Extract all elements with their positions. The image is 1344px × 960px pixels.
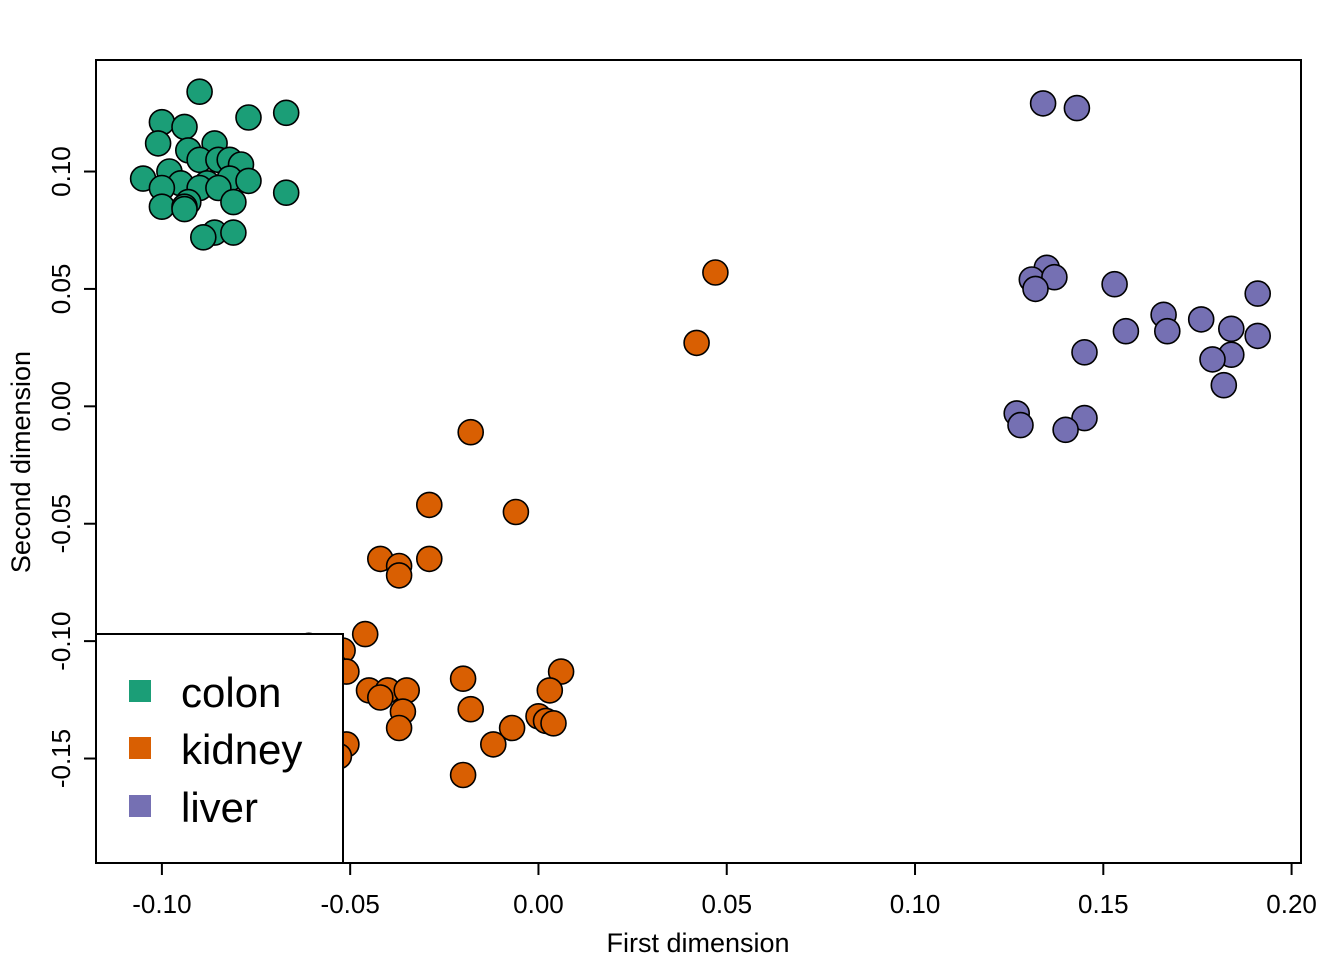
legend-label-kidney: kidney <box>181 726 302 773</box>
point-colon <box>148 193 176 220</box>
y-axis: -0.15 -0.10 -0.05 0.00 0.05 0.10 <box>46 146 96 788</box>
plot-frame <box>95 59 1302 864</box>
point-kidney <box>540 709 567 737</box>
y-tick-label: 0.00 <box>46 381 76 432</box>
point-colon <box>144 130 172 157</box>
y-tick-label: -0.15 <box>46 729 76 788</box>
point-liver <box>1041 263 1068 291</box>
x-tick-label: -0.05 <box>321 889 380 919</box>
point-liver <box>1154 317 1181 345</box>
y-tick-label: 0.10 <box>46 146 76 197</box>
point-liver <box>1112 317 1140 345</box>
point-liver <box>1052 416 1079 444</box>
x-axis-title: First dimension <box>606 928 789 958</box>
point-liver <box>1071 404 1098 432</box>
point-colon <box>235 167 262 195</box>
point-liver <box>1101 270 1128 298</box>
point-liver <box>1244 280 1271 307</box>
point-kidney <box>683 329 710 357</box>
legend-swatch-liver <box>129 795 151 817</box>
point-kidney <box>498 714 526 742</box>
point-colon <box>235 104 262 131</box>
point-colon <box>220 188 247 216</box>
x-tick-label: 0.15 <box>1078 889 1129 919</box>
y-tick-label: -0.10 <box>46 611 76 670</box>
x-tick-label: 0.10 <box>890 889 941 919</box>
point-kidney <box>502 498 530 526</box>
point-kidney <box>457 418 485 446</box>
point-kidney <box>415 545 443 573</box>
legend-swatch-colon <box>129 680 151 702</box>
point-kidney <box>415 491 443 519</box>
y-tick-label: 0.05 <box>46 264 76 315</box>
point-kidney <box>351 620 379 648</box>
point-kidney <box>385 714 413 742</box>
point-colon <box>171 195 198 223</box>
point-kidney <box>366 684 394 711</box>
x-axis: -0.10 -0.05 0.00 0.05 0.10 0.15 0.20 <box>132 863 1317 919</box>
point-liver <box>1007 411 1034 439</box>
point-colon <box>190 224 217 251</box>
legend: colon kidney liver <box>95 633 344 864</box>
point-kidney <box>457 695 485 723</box>
point-liver <box>1210 371 1238 399</box>
point-kidney <box>449 665 477 693</box>
point-liver <box>1022 275 1049 303</box>
point-liver <box>1029 90 1057 117</box>
point-liver <box>1063 94 1091 122</box>
x-tick-label: 0.20 <box>1266 889 1317 919</box>
y-tick-label: -0.05 <box>46 494 76 553</box>
legend-label-liver: liver <box>181 784 258 831</box>
point-liver <box>1187 306 1215 333</box>
legend-label-colon: colon <box>181 669 281 716</box>
point-colon <box>272 99 300 127</box>
point-liver <box>1244 322 1271 350</box>
point-kidney <box>479 731 507 758</box>
point-colon <box>272 179 300 206</box>
x-tick-label: -0.10 <box>132 889 191 919</box>
point-liver <box>1199 346 1226 373</box>
legend-swatch-kidney <box>129 737 151 759</box>
point-kidney <box>385 562 413 589</box>
point-kidney <box>702 259 729 286</box>
point-colon <box>186 78 213 105</box>
point-liver <box>1218 315 1245 343</box>
point-kidney <box>449 761 477 789</box>
point-liver <box>1071 338 1098 366</box>
point-colon <box>171 113 198 141</box>
y-axis-title: Second dimension <box>6 351 36 573</box>
x-tick-label: 0.00 <box>513 889 564 919</box>
point-kidney <box>536 677 564 704</box>
point-colon <box>220 219 247 246</box>
x-tick-label: 0.05 <box>701 889 752 919</box>
